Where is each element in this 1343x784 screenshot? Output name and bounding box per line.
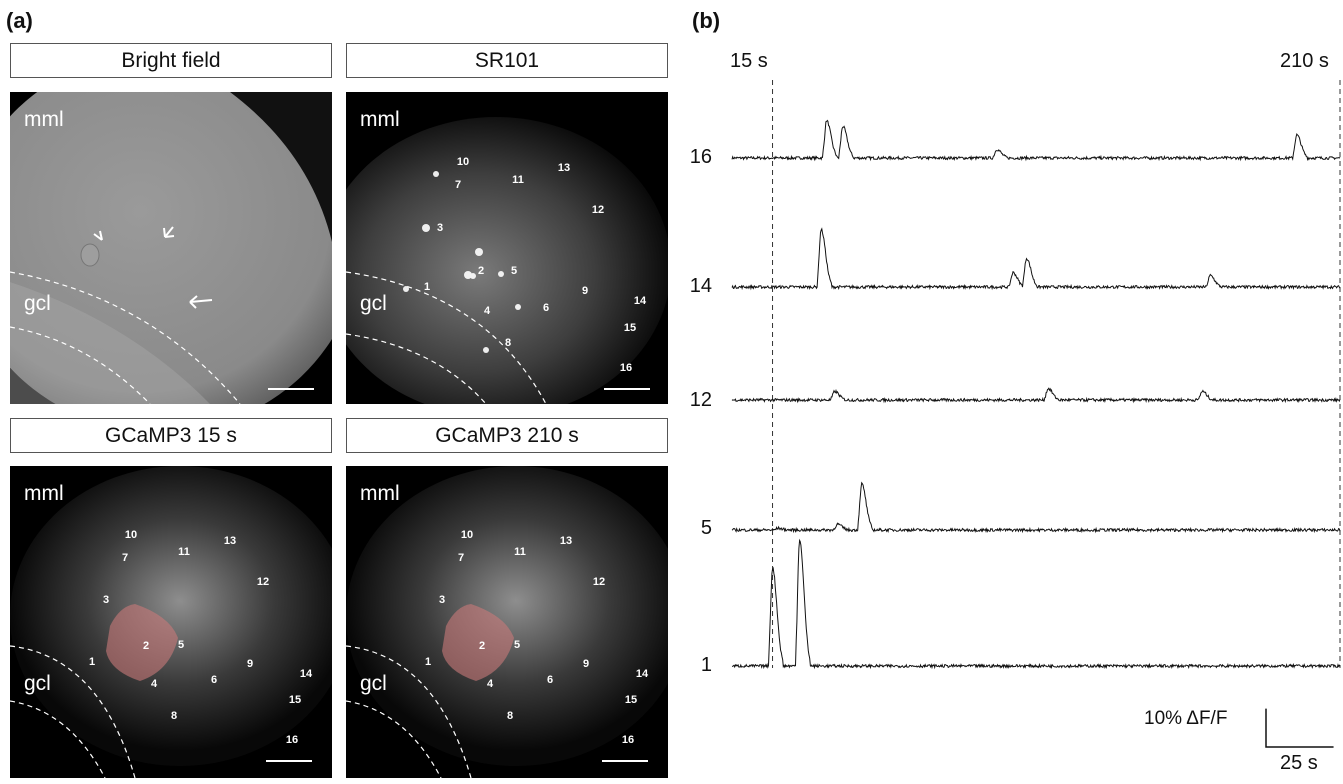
cell-label: 9: [581, 285, 589, 297]
marker-label-210s: 210 s: [1280, 50, 1329, 72]
scale-bar-x-label: 25 s: [1280, 752, 1318, 774]
scale-bar: [602, 760, 648, 762]
scale-bar-lines: [1265, 708, 1334, 748]
gcamp3-15s-image: mml gcl 10 7 11 13 12 3 2 5 1 9 14 4 6 1…: [10, 466, 332, 778]
region-label-mml: mml: [24, 108, 64, 131]
region-label-mml: mml: [360, 108, 400, 131]
panel-b-letter: (b): [692, 8, 721, 33]
trace-label-1: 1: [700, 654, 712, 676]
trace-label-16: 16: [689, 146, 712, 168]
trace-1: [731, 538, 1341, 670]
cell-label: 15: [623, 322, 637, 334]
gcamp3-210s-image: mml gcl 10 7 11 13 12 3 2 5 1 9 14 4 6 1…: [346, 466, 668, 778]
cell-label: 16: [285, 734, 299, 746]
cell-label: 3: [436, 222, 444, 234]
cell-label: 15: [624, 694, 638, 706]
scale-bar: [266, 760, 312, 762]
cell-label: 14: [299, 668, 313, 680]
cell-label: 11: [178, 546, 190, 558]
image-title-sr101: SR101: [346, 43, 668, 78]
cell-label: 14: [633, 295, 647, 307]
cell-label: 7: [454, 179, 462, 191]
trace-14: [731, 227, 1341, 291]
gcamp3-210s-background: [346, 466, 668, 778]
cell-label: 2: [478, 640, 486, 652]
cell-label: 7: [457, 552, 465, 564]
cell-label: 8: [504, 337, 512, 349]
cell-label: 16: [619, 362, 633, 374]
cell-label: 10: [456, 156, 470, 168]
cell-label: 11: [514, 546, 526, 558]
region-label-gcl: gcl: [360, 672, 387, 695]
cell-label: 12: [256, 576, 270, 588]
cell-label: 15: [288, 694, 302, 706]
trace-16: [731, 119, 1341, 162]
gcamp3-15s-background: [10, 466, 332, 778]
marker-label-15s: 15 s: [730, 50, 768, 72]
cell-label: 8: [170, 710, 178, 722]
cell-label: 9: [246, 658, 254, 670]
trace-label-5: 5: [700, 517, 712, 539]
cell-label: 14: [635, 668, 649, 680]
cell-label: 12: [592, 576, 606, 588]
trace-12: [731, 387, 1341, 404]
trace-label-12: 12: [689, 389, 712, 411]
image-title-gcamp3-210s: GCaMP3 210 s: [346, 418, 668, 453]
cell-label: 6: [546, 674, 554, 686]
cell-label: 3: [102, 594, 110, 606]
cell-label: 1: [88, 656, 96, 668]
cell-label: 12: [591, 204, 605, 216]
scale-bar: [268, 388, 314, 390]
cell-label: 16: [621, 734, 635, 746]
cell-label: 5: [513, 639, 521, 651]
cell-label: 7: [121, 552, 129, 564]
stimulated-region: [442, 604, 514, 681]
cell-label: 13: [557, 162, 571, 174]
cell-label: 4: [486, 678, 494, 690]
cell-label: 10: [124, 529, 138, 541]
region-label-gcl: gcl: [24, 292, 51, 315]
region-label-gcl: gcl: [24, 672, 51, 695]
region-label-mml: mml: [360, 482, 400, 505]
scale-bar-y-label: 10% ΔF/F: [1144, 708, 1228, 729]
cell-label: 6: [542, 302, 550, 314]
cell-label: 4: [150, 678, 158, 690]
trace-label-14: 14: [689, 275, 712, 297]
panel-a-letter: (a): [6, 8, 33, 33]
cell-label: 5: [510, 265, 518, 277]
cell-label: 4: [483, 305, 491, 317]
cell-label: 3: [438, 594, 446, 606]
cell-label: 11: [512, 174, 524, 186]
region-label-gcl: gcl: [360, 292, 387, 315]
sr101-background: [346, 92, 668, 404]
bright-field-texture: [10, 92, 332, 404]
cell-label: 13: [559, 535, 573, 547]
scale-bar: [604, 388, 650, 390]
sr101-image: mml gcl 10 7 11 13 12 3 2 5 1 9 14 4 6 1…: [346, 92, 668, 404]
cell-label: 2: [477, 265, 485, 277]
cell-label: 1: [424, 656, 432, 668]
cell-label: 10: [460, 529, 474, 541]
cell-label: 2: [142, 640, 150, 652]
cell-label: 8: [506, 710, 514, 722]
region-label-mml: mml: [24, 482, 64, 505]
trace-5: [731, 481, 1341, 534]
bright-field-image: mml gcl: [10, 92, 332, 404]
image-title-bright-field: Bright field: [10, 43, 332, 78]
cell-label: 1: [423, 281, 431, 293]
image-title-gcamp3-15s: GCaMP3 15 s: [10, 418, 332, 453]
cell-label: 13: [223, 535, 237, 547]
cell-label: 6: [210, 674, 218, 686]
stimulated-region: [106, 604, 178, 681]
cell-label: 5: [177, 639, 185, 651]
cell-label: 9: [582, 658, 590, 670]
